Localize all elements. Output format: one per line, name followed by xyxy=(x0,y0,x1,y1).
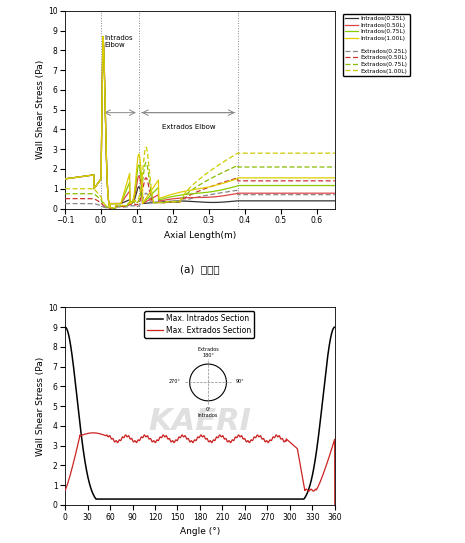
X-axis label: Axial Length(m): Axial Length(m) xyxy=(164,231,236,239)
Max. Extrados Section xyxy=(90,430,96,436)
Max. Intrados Section xyxy=(275,496,280,502)
Max. Intrados Section xyxy=(186,496,192,502)
Max. Intrados Section xyxy=(324,359,330,365)
Legend: Intrados(0.25L), Intrados(0.50L), Intrados(0.75L), Intrados(1.00L), , Extrados(0: Intrados(0.25L), Intrados(0.50L), Intrad… xyxy=(343,14,410,76)
Max. Extrados Section xyxy=(76,437,82,444)
Max. Intrados Section xyxy=(332,324,338,330)
Max. Extrados Section xyxy=(332,502,338,508)
Max. Intrados Section xyxy=(76,411,82,418)
Max. Extrados Section xyxy=(324,460,330,466)
Text: (a)  충방향: (a) 충방향 xyxy=(180,264,220,274)
Text: KAERI: KAERI xyxy=(148,407,252,437)
Max. Extrados Section xyxy=(324,460,330,466)
Max. Intrados Section xyxy=(62,324,68,330)
Max. Extrados Section xyxy=(186,438,192,444)
Y-axis label: Wall Shear Stress (Pa): Wall Shear Stress (Pa) xyxy=(36,60,45,159)
Max. Intrados Section xyxy=(193,496,199,502)
Line: Max. Intrados Section: Max. Intrados Section xyxy=(65,327,335,499)
Text: Extrados Elbow: Extrados Elbow xyxy=(162,123,216,130)
Text: Intrados
Elbow: Intrados Elbow xyxy=(105,35,133,48)
X-axis label: Angle (°): Angle (°) xyxy=(180,527,220,536)
Max. Extrados Section xyxy=(275,434,280,440)
Max. Intrados Section xyxy=(93,496,99,502)
Max. Extrados Section xyxy=(62,487,68,494)
Line: Max. Extrados Section: Max. Extrados Section xyxy=(65,433,335,505)
Max. Intrados Section xyxy=(324,358,330,364)
Max. Extrados Section xyxy=(193,437,199,444)
Legend: Max. Intrados Section, Max. Extrados Section: Max. Intrados Section, Max. Extrados Sec… xyxy=(145,311,254,338)
Y-axis label: Wall Shear Stress (Pa): Wall Shear Stress (Pa) xyxy=(36,357,45,456)
